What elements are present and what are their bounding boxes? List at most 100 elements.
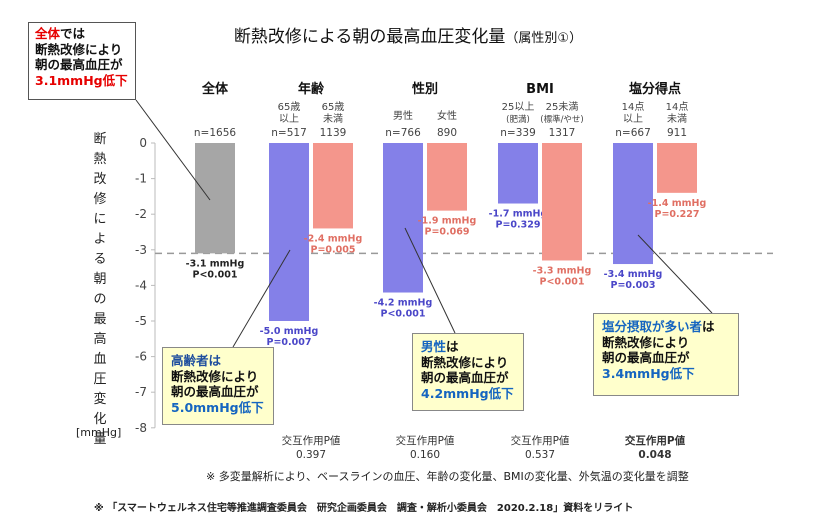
- callout-salt-pointer: [637, 234, 713, 314]
- bar-p-label: P=0.007: [267, 337, 312, 348]
- callout-salt-highlight: 塩分摂取が多い者: [602, 319, 703, 334]
- bar: [542, 143, 582, 261]
- callout-overall: 全体では 断熱改修により 朝の最高血圧が 3.1mmHg低下: [28, 22, 136, 100]
- bar-sub-label: 以上: [279, 113, 299, 125]
- y-axis-label-char: 量: [93, 432, 107, 447]
- bar-sub-label: 未満: [667, 113, 687, 125]
- bar-value-label: -1.9 mmHg: [418, 216, 477, 227]
- y-tick-label: -2: [135, 207, 147, 221]
- y-tick-label: -5: [135, 314, 147, 328]
- callout-salt-line2: 断熱改修により: [602, 334, 690, 350]
- bar: [498, 143, 538, 204]
- bar-value-label: -5.0 mmHg: [260, 326, 319, 337]
- y-axis-label-char: 断: [93, 132, 107, 147]
- bar-sub-label: (肥満): [506, 115, 530, 125]
- bar: [383, 143, 423, 293]
- group-label: 塩分得点: [629, 81, 681, 97]
- y-axis-unit: [mmHg]: [76, 426, 122, 439]
- bar-value-label: -1.4 mmHg: [648, 198, 707, 209]
- callout-elderly-line1: 高齢者は: [171, 353, 222, 368]
- callout-elderly-line4: 5.0mmHg低下: [171, 399, 264, 415]
- chart-title-sub: （属性別①）: [505, 31, 583, 46]
- group-label: 性別: [412, 81, 438, 97]
- chart-title: 断熱改修による朝の最高血圧変化量（属性別①）: [0, 22, 816, 47]
- bar-n-label: n=339: [500, 127, 536, 139]
- bar-sub-label: 65歳: [322, 101, 345, 113]
- y-axis-label-char: 朝: [93, 272, 107, 287]
- bar-value-label: -4.2 mmHg: [374, 298, 433, 309]
- interaction-label: 交互作用P値: [511, 434, 570, 447]
- callout-overall-highlight: 全体: [35, 26, 61, 41]
- y-tick-label: -8: [135, 421, 147, 435]
- group-label: 全体: [201, 81, 229, 97]
- y-tick-label: -6: [135, 350, 147, 364]
- y-axis-label-char: に: [93, 212, 107, 227]
- chart-title-main: 断熱改修による朝の最高血圧変化量: [233, 27, 506, 47]
- bar: [657, 143, 697, 193]
- bar-value-label: -3.4 mmHg: [604, 269, 663, 280]
- footnote-source: ※ 「スマートウェルネス住宅等推進調査委員会 研究企画委員会 調査・解析小委員会…: [94, 503, 634, 514]
- callout-male-highlight: 男性: [421, 339, 447, 354]
- bar-p-label: P<0.001: [540, 276, 585, 287]
- bar-sub-label: 以上: [623, 113, 643, 125]
- callout-overall-line4: 3.1mmHg低下: [35, 72, 128, 88]
- interaction-p-value: 0.160: [410, 449, 440, 461]
- bar-p-label: P=0.329: [496, 220, 541, 231]
- callout-salt-line4: 3.4mmHg低下: [602, 365, 695, 381]
- bar-value-label: -2.4 mmHg: [304, 233, 363, 244]
- y-axis-label-char: 血: [93, 352, 107, 367]
- y-axis-label-char: の: [93, 292, 107, 307]
- y-axis-label-char: よ: [93, 232, 107, 247]
- footnote-adjustment: ※ 多変量解析により、ベースラインの血圧、年齢の変化量、BMIの変化量、外気温の…: [206, 470, 689, 483]
- group-label: BMI: [526, 82, 554, 97]
- bar-n-label: 890: [437, 127, 457, 139]
- bar-n-label: 1317: [549, 127, 576, 139]
- bar: [269, 143, 309, 321]
- callout-overall-pointer: [135, 99, 211, 201]
- callout-male-line1: は: [446, 339, 459, 354]
- callout-male: 男性は 断熱改修により 朝の最高血圧が 4.2mmHg低下: [412, 333, 524, 411]
- y-tick-label: -7: [135, 385, 147, 399]
- y-axis-label-char: 最: [93, 312, 107, 327]
- y-axis-label-char: 化: [93, 412, 107, 427]
- bar-p-label: P=0.003: [611, 280, 656, 291]
- interaction-p-value: 0.397: [296, 449, 326, 461]
- y-axis-label-char: 改: [93, 172, 107, 187]
- y-tick-label: -4: [135, 278, 147, 292]
- bar-p-label: P<0.001: [381, 309, 426, 320]
- bar-sub-label: 女性: [437, 109, 457, 122]
- y-axis-label-char: 熱: [93, 152, 107, 167]
- bar-p-label: P=0.069: [425, 227, 470, 238]
- callout-overall-line1: では: [60, 26, 86, 41]
- bar: [313, 143, 353, 229]
- bar-value-label: -1.7 mmHg: [489, 209, 548, 220]
- y-axis-label-char: 圧: [93, 372, 107, 387]
- y-axis-label-char: 変: [93, 392, 107, 407]
- bar-sub-label: (標準/やせ): [540, 114, 584, 125]
- callout-elderly-line2: 断熱改修により: [171, 368, 259, 384]
- bar: [195, 143, 235, 254]
- y-axis-label: 断熱改修による朝の最高血圧変化量: [92, 130, 108, 450]
- bar-sub-label: 25以上: [502, 101, 535, 113]
- bar-sub-label: 男性: [393, 109, 413, 122]
- callout-salt-line1: は: [702, 319, 715, 334]
- callout-male-pointer: [404, 227, 456, 334]
- y-axis-label-char: 修: [93, 192, 107, 207]
- bar-sub-label: 65歳: [278, 101, 301, 113]
- interaction-p-value: 0.537: [525, 449, 555, 461]
- bar-sub-label: 14点: [666, 101, 689, 113]
- callout-male-line4: 4.2mmHg低下: [421, 385, 514, 401]
- bar-p-label: P<0.001: [193, 269, 238, 280]
- bar-sub-label: 14点: [622, 101, 645, 113]
- group-label: 年齢: [298, 81, 325, 97]
- y-tick-label: -3: [135, 243, 147, 257]
- callout-overall-line3: 朝の最高血圧が: [35, 57, 123, 72]
- callout-elderly: 高齢者は 断熱改修により 朝の最高血圧が 5.0mmHg低下: [162, 347, 274, 425]
- callout-salt-line3: 朝の最高血圧が: [602, 350, 690, 365]
- callout-male-line3: 朝の最高血圧が: [421, 370, 509, 385]
- bar-value-label: -3.3 mmHg: [533, 265, 592, 276]
- bar-n-label: n=667: [615, 127, 651, 139]
- interaction-label: 交互作用P値: [396, 434, 455, 447]
- bar: [427, 143, 467, 211]
